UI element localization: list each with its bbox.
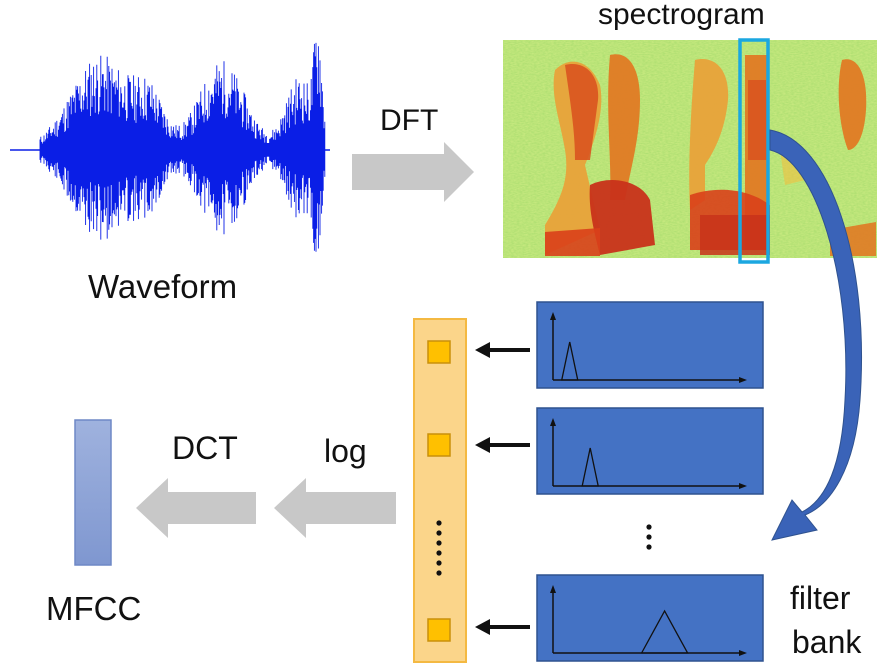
dft-label: DFT [380,104,439,137]
arrow-left-icon [475,437,530,453]
arrow-left-icon [475,342,530,358]
filter-bank [536,301,764,662]
dct-arrow-icon [136,478,256,538]
mfcc-vector [74,419,112,566]
filter-box [536,574,764,662]
vector-ellipsis [436,520,442,576]
curved-arrow-icon [769,129,863,541]
vector-cell [427,433,451,457]
waveform-plot [10,42,330,252]
filter-bank-label-line1: filter [790,580,851,616]
log-label: log [324,433,367,469]
filter-box [536,407,764,495]
dct-label: DCT [172,430,238,466]
filter-1 [536,301,764,389]
triangle-filter-icon [581,447,600,487]
mfcc-label: MFCC [46,590,142,627]
filter-2 [536,407,764,495]
vector-cell [427,340,451,364]
vector-cell [427,618,451,642]
filter-n [536,574,764,662]
filter-ellipsis [646,524,652,550]
spectrogram-label: spectrogram [598,0,765,31]
filter-box [536,301,764,389]
waveform-label: Waveform [88,268,238,305]
dft-arrow-icon [352,142,474,202]
filter-energy-vector [413,318,467,663]
filter-axes [550,312,747,383]
selected-frame-highlight [738,38,770,264]
filter-output-arrows [475,342,530,635]
triangle-filter-icon [560,341,579,381]
filter-bank-label-line2: bank [792,624,862,660]
log-arrow-icon [274,478,396,538]
arrow-left-icon [475,619,530,635]
spectrogram-image [503,40,877,258]
triangle-filter-icon [640,609,689,654]
waveform-signal [39,42,326,252]
